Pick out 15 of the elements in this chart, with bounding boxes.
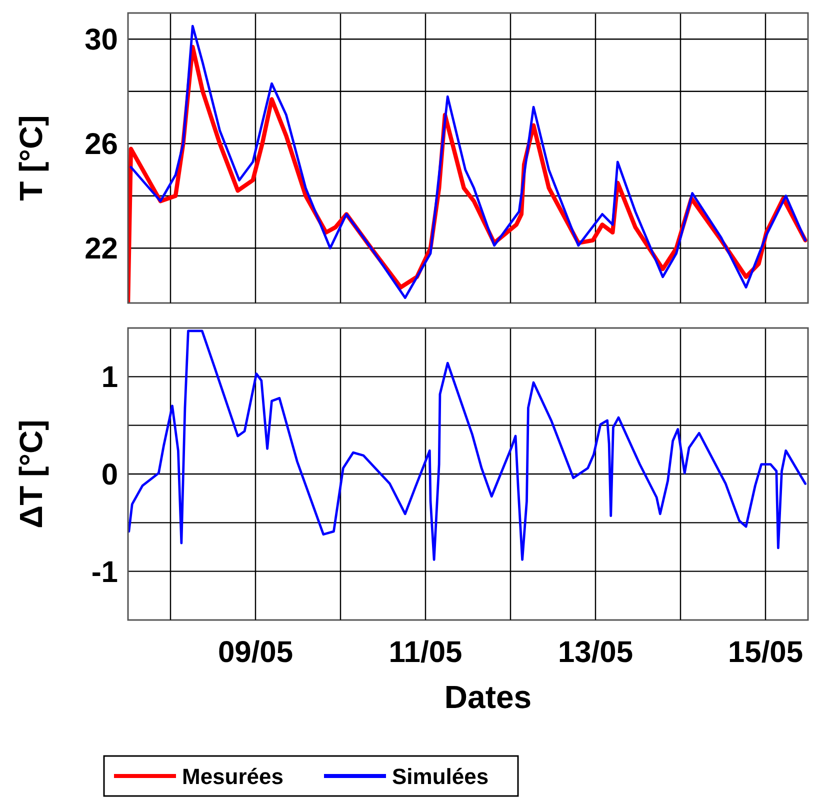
legend-label: Mesurées [182, 764, 284, 789]
y-tick-label: 26 [84, 128, 118, 162]
y-axis-title: T [°C] [13, 115, 49, 201]
x-tick-label: 13/05 [558, 636, 634, 669]
y-tick-label: 1 [101, 361, 118, 394]
x-axis-title: Dates [444, 679, 532, 715]
y-tick-label: 0 [101, 458, 118, 492]
x-tick-label: 09/05 [218, 636, 294, 669]
legend-label: Simulées [392, 764, 489, 789]
x-tick-label: 15/05 [728, 636, 804, 669]
y-tick-label: 22 [84, 232, 118, 266]
y-tick-label: 30 [84, 24, 118, 57]
y-tick-label: -1 [91, 556, 118, 589]
y-axis-title: ΔT [°C] [13, 420, 49, 528]
x-tick-label: 11/05 [388, 636, 462, 669]
